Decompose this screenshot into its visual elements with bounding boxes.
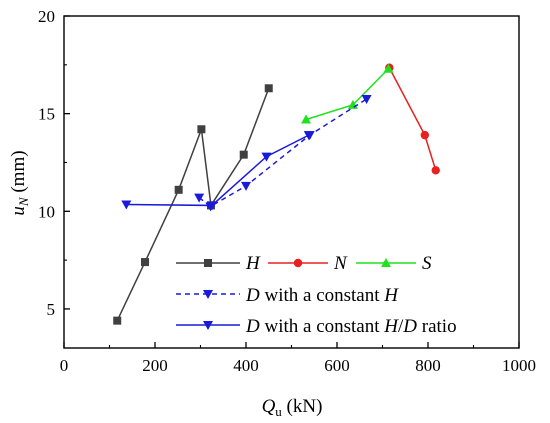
data-point-D_const_HD	[121, 200, 132, 210]
y-axis-title: uN (mm)	[8, 150, 31, 215]
legend-marker-D_const_HD	[203, 321, 213, 330]
legend: H N S D with a constant H D with a const…	[176, 253, 457, 337]
legend-mid: with a constant	[260, 285, 385, 306]
legend-slash: /	[398, 316, 404, 337]
y-axis-unit: (mm)	[8, 150, 29, 197]
legend-D2: D	[402, 316, 417, 337]
legend-marker-N	[293, 258, 303, 268]
legend-label-N: N	[333, 253, 348, 274]
series-line-D_const_HD	[126, 134, 310, 207]
y-tick-label: 15	[38, 105, 55, 124]
x-axis-subscript: u	[275, 404, 282, 419]
legend-mid: with a constant	[260, 316, 385, 337]
legend-D: D	[245, 316, 260, 337]
legend-label-S: S	[422, 253, 432, 274]
series-layer	[113, 63, 440, 325]
data-point-D_const_H	[194, 193, 205, 203]
x-tick-label: 800	[415, 356, 441, 375]
data-point-N	[431, 166, 440, 175]
x-tick-label: 600	[324, 356, 350, 375]
legend-label-D-constant-HD: D with a constant H/D ratio	[245, 316, 457, 337]
series-D_const_H	[194, 95, 372, 212]
data-point-H	[197, 125, 206, 134]
legend-H: H	[383, 285, 399, 306]
data-point-S	[301, 114, 312, 124]
series-line-D_const_H	[198, 98, 367, 208]
x-axis-symbol: Q	[262, 396, 276, 417]
x-tick-label: 1000	[502, 356, 536, 375]
legend-label-D-constant-H: D with a constant H	[245, 285, 399, 306]
data-point-H	[264, 84, 273, 93]
series-S	[301, 63, 394, 124]
legend-tail: ratio	[417, 316, 457, 337]
y-tick-label: 5	[47, 300, 56, 319]
y-axis-symbol: u	[8, 206, 29, 216]
x-tick-label: 0	[60, 356, 69, 375]
x-axis-title: Qu (kN)	[262, 396, 323, 419]
data-point-D_const_H	[241, 181, 251, 191]
series-line-N	[388, 67, 437, 171]
legend-label-H: H	[245, 253, 261, 274]
legend-D: D	[245, 285, 260, 306]
data-point-H	[174, 185, 183, 194]
x-axis-unit: (kN)	[282, 396, 323, 417]
data-point-S	[383, 63, 394, 73]
y-tick-label: 20	[38, 7, 55, 26]
legend-marker-D_const_H	[203, 290, 213, 299]
y-axis-subscript: N	[16, 196, 31, 207]
legend-marker-H	[204, 259, 212, 267]
series-D_const_HD	[121, 131, 314, 211]
legend-marker-S	[381, 258, 391, 267]
y-tick-label: 10	[38, 202, 55, 221]
data-point-H	[239, 150, 248, 159]
axes-layer: 0 200 400 600 800 1000 5 10 15 20	[38, 7, 536, 375]
data-point-N	[420, 130, 430, 140]
data-point-D_const_HD	[206, 201, 217, 211]
x-tick-label: 200	[142, 356, 168, 375]
legend-H: H	[383, 316, 399, 337]
series-N	[385, 63, 440, 175]
data-point-H	[113, 316, 122, 325]
legend-lines	[176, 258, 416, 330]
x-tick-label: 400	[233, 356, 259, 375]
data-point-D_const_HD	[261, 152, 272, 162]
data-point-H	[140, 258, 149, 267]
data-point-D_const_H	[361, 95, 372, 104]
data-point-D_const_HD	[303, 131, 314, 141]
